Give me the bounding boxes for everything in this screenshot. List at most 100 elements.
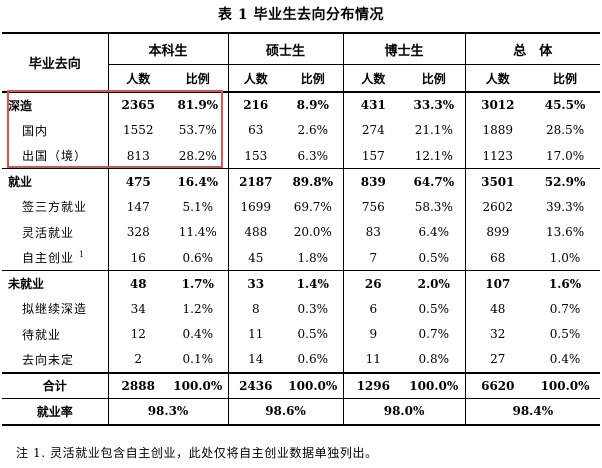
ratio-cell: 28.2% [178,148,217,163]
row-label-text: 灵活就业 [22,225,75,240]
ratio-cell: 39.3% [545,199,585,214]
ratio-cell: 1.6% [548,276,582,291]
count-cell: 839 [342,168,404,194]
group-header-master: 硕士生 [227,33,344,65]
subheader-ratio: 比例 [185,71,210,86]
ratio-cell: 6.3% [297,148,329,163]
table-row: 深造 2365 81.9% 216 8.9% 431 33.3% 3012 45.5% [2,92,600,118]
ratio-cell: 0.5% [297,327,329,342]
subheader-count: 人数 [107,64,168,92]
ratio-cell: 2.0% [417,276,450,291]
count-cell: 9 [342,321,404,347]
ratio-cell: 0.5% [549,327,581,342]
count-cell: 33 [227,270,284,296]
table-row: 出国（境） 813 28.2% 153 6.3% 157 12.1% 1123 17.0% [2,143,600,169]
ratio-cell: 0.6% [297,352,329,367]
ratio-cell: 6.4% [418,225,450,240]
row-label-text: 签三方就业 [22,200,88,215]
row-label: 未就业 [2,271,108,297]
footnote: 注 1. 灵活就业包含自主创业，此处仅将自主创业数据单独列出。 [16,446,378,460]
table-row: 自主创业 1 16 0.6% 45 1.8% 7 0.5% 68 1.0% [2,245,600,271]
count-cell: 813 [107,143,168,169]
count-cell: 756 [342,194,404,220]
ratio-cell: 100.0% [409,378,459,393]
ratio-cell: 8.9% [296,98,329,113]
ratio-cell: 0.7% [549,301,581,316]
ratio-cell: 16.4% [177,174,219,189]
row-label: 签三方就业 [2,194,108,220]
count-cell: 7 [342,245,404,271]
count-cell: 12 [107,321,168,347]
row-label: 拟继续深造 [2,296,108,322]
count-cell: 8 [227,296,284,322]
count-cell: 2436 [227,372,284,399]
ratio-cell: 1.4% [296,276,329,291]
row-label: 深造 [2,92,108,118]
count-cell: 328 [107,219,168,245]
ratio-cell: 0.5% [418,250,450,265]
row-label: 去向未定 [2,347,108,373]
ratio-cell: 12.1% [414,148,453,163]
count-cell: 475 [107,168,168,194]
total-row: 合计 2888 100.0% 2436 100.0% 1296 100.0% 6620 100.… [2,372,601,399]
count-cell: 48 [107,270,168,296]
row-label: 自主创业 1 [2,245,108,271]
ratio-cell: 0.3% [297,301,329,316]
ratio-cell: 0.6% [182,250,214,265]
ratio-cell: 89.8% [292,174,334,189]
count-cell: 1296 [342,372,404,399]
subheader-count: 人数 [464,64,531,92]
ratio-cell: 0.7% [418,327,450,342]
row-label-text: 去向未定 [22,352,75,367]
count-cell: 899 [464,219,531,245]
subheader-count: 人数 [227,64,284,92]
row-header-label: 毕业去向 [2,33,108,93]
table-row: 灵活就业 328 11.4% 488 20.0% 83 6.4% 899 13.6% [2,219,600,246]
row-label-text: 出国（境） [22,149,88,163]
ratio-cell: 0.8% [418,352,450,367]
row-label: 待就业 [2,322,108,348]
ratio-cell: 13.6% [545,225,585,240]
employment-rate-cell: 98.3% [107,398,229,425]
ratio-cell: 100.0% [173,378,223,393]
count-cell: 216 [227,92,284,118]
count-cell: 14 [227,347,284,373]
row-label-text: 深造 [8,98,33,113]
row-label-text: 自主创业 [22,251,75,265]
count-cell: 45 [227,245,284,271]
table-title: 表 1 毕业生去向分布情况 [218,7,384,23]
total-label: 合计 [42,379,67,394]
ratio-cell: 21.1% [414,123,453,138]
count-cell: 3501 [464,168,531,194]
table-row: 待就业 12 0.4% 11 0.5% 9 0.7% 32 0.5% [2,321,600,348]
ratio-cell: 5.1% [182,199,214,214]
subheader-ratio: 比例 [300,71,325,86]
ratio-cell: 100.0% [540,378,590,393]
ratio-cell: 1.0% [549,250,581,265]
employment-rate-cell: 98.0% [342,398,466,425]
count-cell: 6620 [464,372,531,399]
count-cell: 34 [107,296,168,322]
count-cell: 488 [227,219,284,245]
employment-rate-cell: 98.6% [227,398,344,425]
count-cell: 32 [464,321,531,347]
ratio-cell: 2.6% [297,123,329,138]
group-header-undergrad: 本科生 [107,33,229,65]
row-label-text: 待就业 [22,327,62,342]
count-cell: 27 [464,347,531,373]
group-header-overall: 总 体 [464,33,601,65]
ratio-cell: 17.0% [545,148,585,163]
ratio-cell: 45.5% [544,98,586,113]
row-label: 灵活就业 [2,220,108,246]
ratio-cell: 52.9% [544,174,586,189]
count-cell: 48 [464,296,531,322]
count-cell: 107 [464,270,531,296]
ratio-cell: 58.3% [414,199,453,214]
ratio-cell: 1.7% [181,276,214,291]
row-label-text: 就业 [8,175,33,189]
ratio-cell: 28.5% [545,123,585,138]
subheader-ratio: 比例 [421,71,446,86]
table-row: 拟继续深造 34 1.2% 8 0.3% 6 0.5% 48 0.7% [2,296,600,322]
subheader-count: 人数 [342,64,404,92]
count-cell: 153 [227,143,284,169]
